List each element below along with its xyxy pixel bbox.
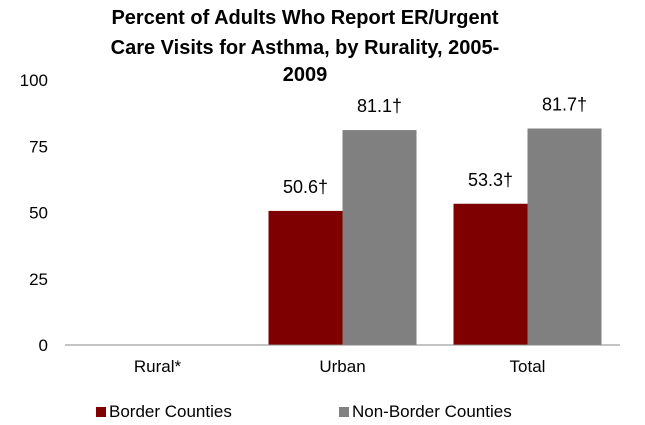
- legend-label: Border Counties: [109, 402, 232, 421]
- y-axis: 0 25 50 75 100: [20, 71, 48, 355]
- y-tick-label: 0: [39, 336, 48, 355]
- legend: Border Counties Non-Border Counties: [96, 402, 512, 421]
- chart-title-line-1: Percent of Adults Who Report ER/Urgent: [111, 7, 498, 29]
- legend-swatch: [96, 407, 106, 417]
- data-label: 50.6†: [283, 177, 328, 197]
- data-label: 81.7†: [542, 94, 587, 114]
- x-category-label: Urban: [319, 357, 365, 376]
- data-labels: 50.6† 53.3† 81.1† 81.7†: [283, 94, 587, 196]
- y-tick-label: 75: [29, 137, 48, 156]
- y-tick-label: 50: [29, 204, 48, 223]
- legend-label: Non-Border Counties: [352, 402, 512, 421]
- bar-border-counties-urban: [268, 210, 343, 345]
- x-category-label: Rural*: [134, 357, 182, 376]
- data-label: 53.3†: [468, 170, 513, 190]
- bar-non-border-counties-total: [527, 128, 602, 345]
- x-category-label: Total: [510, 357, 546, 376]
- chart-title: Percent of Adults Who Report ER/Urgent C…: [111, 7, 500, 86]
- bar-border-counties-total: [453, 203, 528, 345]
- data-label: 81.1†: [357, 96, 402, 116]
- bar-non-border-counties-urban: [342, 130, 417, 345]
- chart-title-line-2: Care Visits for Asthma, by Rurality, 200…: [111, 37, 500, 59]
- y-tick-label: 25: [29, 270, 48, 289]
- legend-swatch: [339, 407, 349, 417]
- x-axis-categories: Rural* Urban Total: [134, 357, 546, 376]
- y-tick-label: 100: [20, 71, 48, 90]
- chart-title-line-3: 2009: [283, 64, 328, 86]
- bars: [268, 128, 602, 345]
